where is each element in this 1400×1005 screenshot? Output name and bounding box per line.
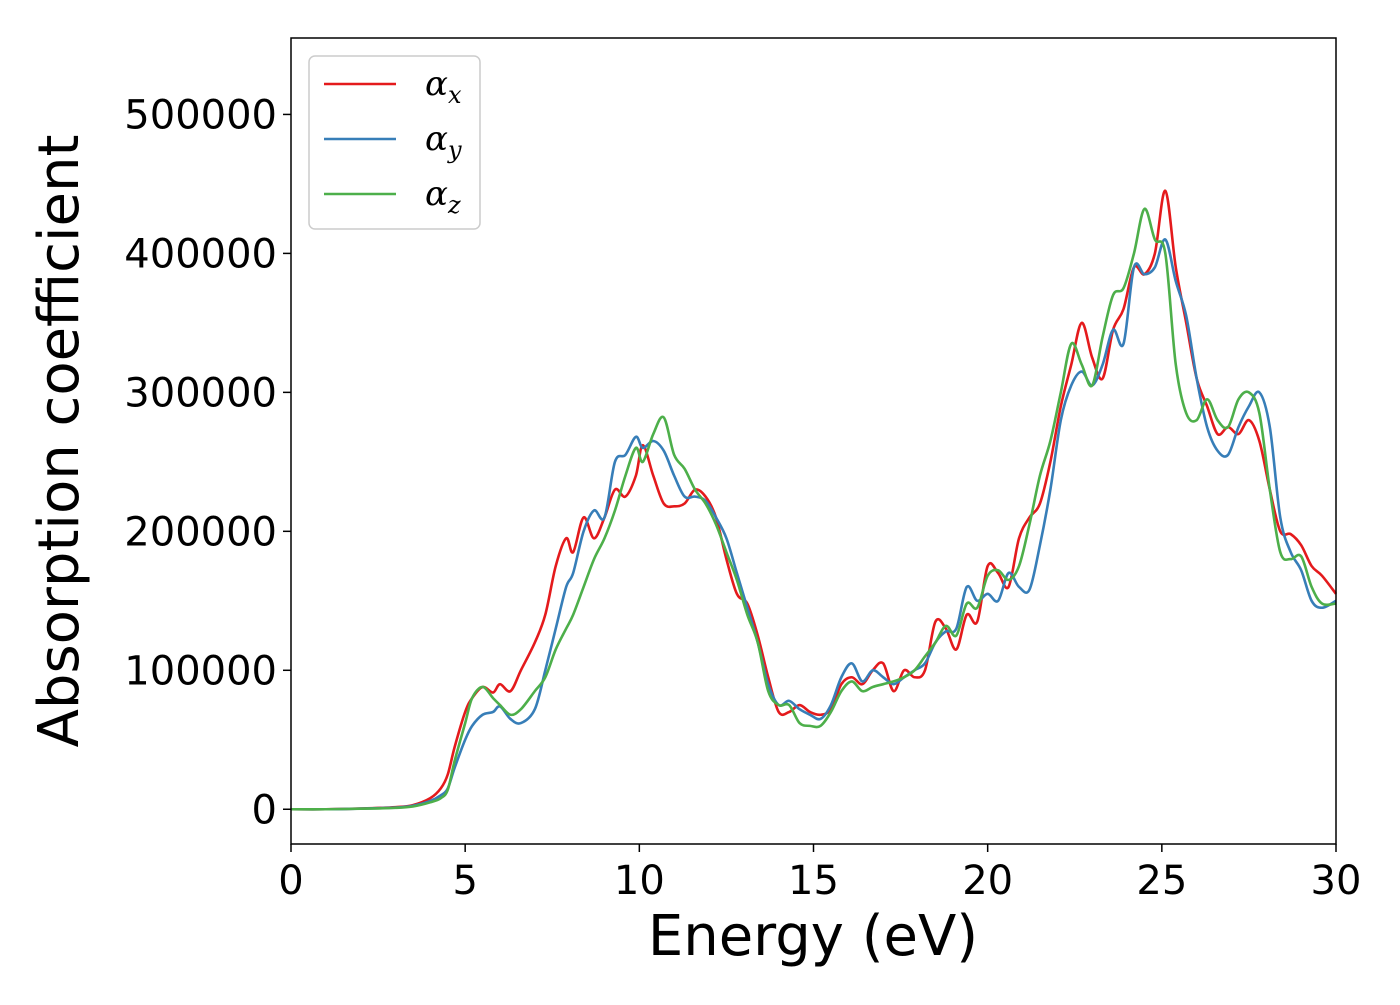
- x-tick-label: 15: [788, 858, 839, 904]
- x-tick-label: 25: [1136, 858, 1187, 904]
- y-tick-label: 200000: [124, 509, 277, 555]
- series-line-x: [290, 189, 1338, 811]
- x-tick-label: 10: [614, 858, 665, 904]
- x-tick-label: 30: [1311, 858, 1362, 904]
- y-tick-label: 0: [252, 787, 277, 833]
- legend-box: [308, 55, 481, 230]
- x-tick-label: 5: [452, 858, 477, 904]
- y-ticks: 0 100000 200000 300000 400000 500000: [124, 92, 291, 833]
- series-line-y: [290, 238, 1337, 811]
- y-tick-label: 400000: [124, 231, 277, 277]
- x-ticks: 0 5 10 15 20 25 30: [278, 844, 1361, 904]
- y-tick-label: 300000: [124, 370, 277, 416]
- y-tick-label: 500000: [124, 92, 277, 138]
- x-tick-label: 20: [962, 858, 1013, 904]
- series-line-z: [290, 207, 1337, 811]
- y-axis-label: Absorption coefficient: [27, 135, 92, 748]
- x-axis-label: Energy (eV): [648, 904, 978, 969]
- x-tick-label: 0: [278, 858, 303, 904]
- series-layer: [290, 189, 1338, 811]
- y-tick-label: 100000: [124, 648, 277, 694]
